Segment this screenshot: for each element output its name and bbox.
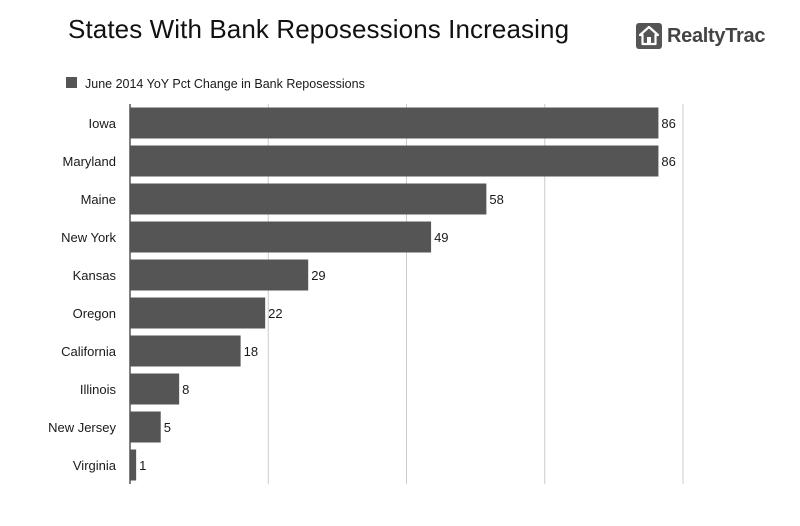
chart-title: States With Bank Reposessions Increasing (68, 14, 570, 44)
category-label: Maryland (63, 154, 116, 169)
bar (130, 335, 241, 367)
bars (130, 107, 659, 481)
legend: June 2014 YoY Pct Change in Bank Reposes… (66, 77, 365, 91)
category-label: California (61, 344, 117, 359)
data-label: 1 (139, 458, 146, 473)
bar (130, 373, 180, 405)
category-label: Oregon (73, 306, 116, 321)
category-labels: Iowa Maryland Maine New York Kansas Oregon Cal… (48, 116, 117, 473)
bar (130, 145, 659, 177)
category-label: New York (61, 230, 116, 245)
legend-label: June 2014 YoY Pct Change in Bank Reposes… (85, 77, 365, 91)
category-label: Illinois (80, 382, 117, 397)
category-label: Virginia (73, 458, 117, 473)
category-label: Maine (81, 192, 116, 207)
data-label: 29 (311, 268, 325, 283)
data-label: 86 (661, 116, 675, 131)
legend-swatch (66, 77, 77, 88)
bar (130, 297, 266, 329)
data-label: 58 (489, 192, 503, 207)
bar (130, 107, 659, 139)
logo-text: RealtyTrac (667, 24, 766, 47)
bar (130, 411, 161, 443)
data-label: 86 (661, 154, 675, 169)
bar (130, 449, 137, 481)
house-icon (636, 23, 662, 49)
data-label: 49 (434, 230, 448, 245)
data-label: 22 (268, 306, 282, 321)
category-label: Kansas (73, 268, 117, 283)
data-labels: 86 86 58 49 29 22 18 8 5 1 (139, 116, 676, 473)
bar (130, 221, 432, 253)
bar (130, 259, 309, 291)
data-label: 5 (164, 420, 171, 435)
data-label: 18 (244, 344, 258, 359)
category-label: New Jersey (48, 420, 116, 435)
data-label: 8 (182, 382, 189, 397)
bar (130, 183, 487, 215)
realtytrac-logo: RealtyTrac (636, 22, 765, 50)
category-label: Iowa (89, 116, 117, 131)
